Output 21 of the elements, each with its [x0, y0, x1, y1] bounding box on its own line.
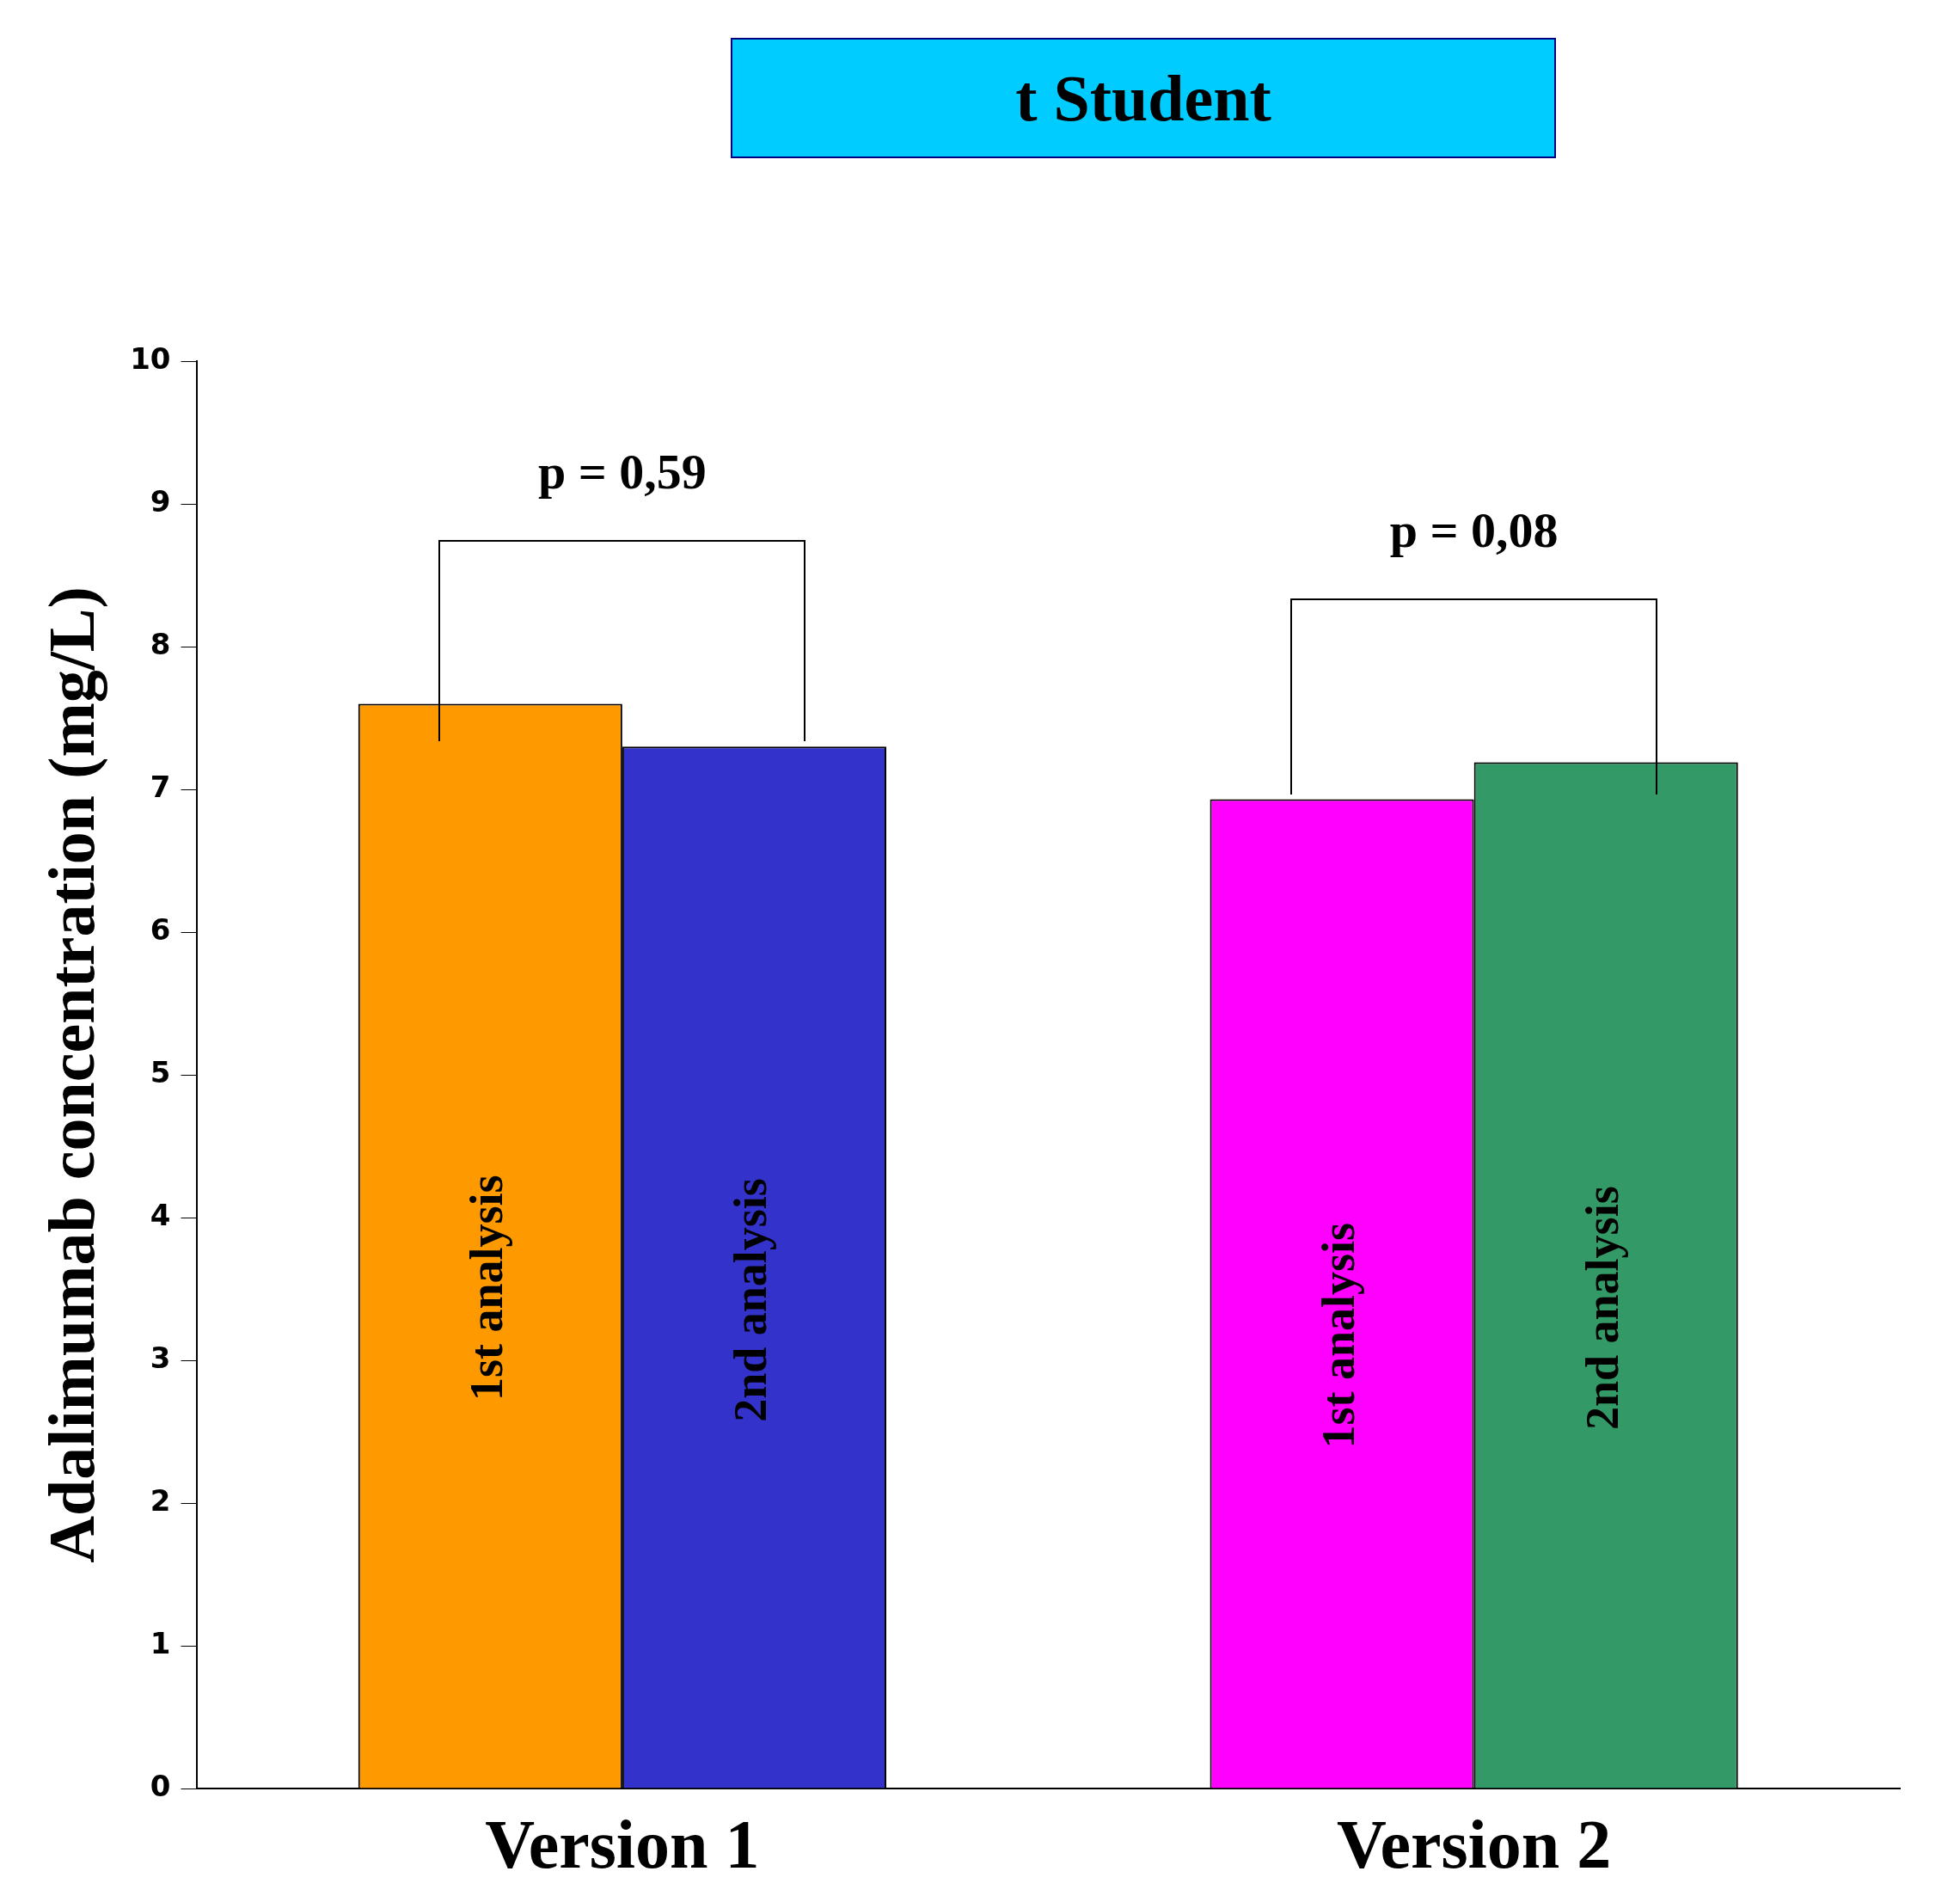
y-tick-label: 3: [150, 1340, 171, 1375]
x-tick-label: Version 1: [485, 1806, 760, 1882]
y-tick-label: 10: [130, 341, 171, 376]
series-label: 1st analysis: [461, 1175, 513, 1401]
y-tick-label: 1: [150, 1625, 171, 1660]
y-tick-label: 7: [150, 769, 171, 804]
annotation: p = 0,59: [537, 444, 707, 500]
y-tick-label: 6: [150, 911, 171, 947]
y-axis-title: Adalimumab concentration (mg/L): [35, 586, 109, 1563]
y-tick-label: 9: [150, 483, 171, 518]
y-tick-label: 5: [150, 1054, 171, 1089]
series-label: 2nd analysis: [725, 1178, 777, 1422]
annotation: p = 0,08: [1389, 502, 1559, 559]
y-tick-label: 2: [150, 1482, 171, 1518]
y-tick-label: 4: [150, 1197, 171, 1232]
y-tick-label: 0: [150, 1768, 171, 1803]
y-tick-label: 8: [150, 626, 171, 661]
x-tick-label: Version 2: [1336, 1806, 1612, 1882]
text: 2nd analysis: [1577, 1186, 1629, 1430]
chart-title: t Student: [731, 38, 1556, 158]
text: 1st analysis: [1313, 1222, 1365, 1449]
